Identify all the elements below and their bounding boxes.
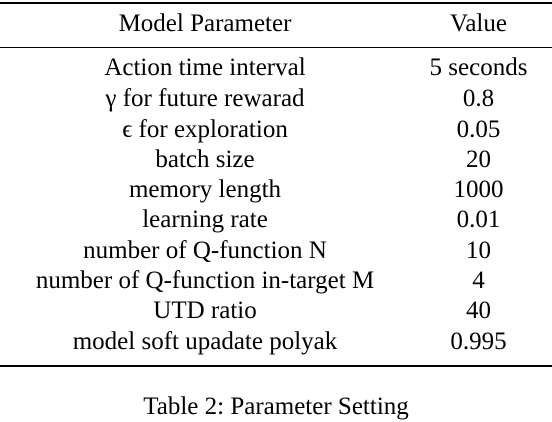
value-cell: 0.01 bbox=[456, 206, 501, 233]
value-cell: 10 bbox=[466, 237, 491, 264]
table-row: UTD ratio 40 bbox=[0, 296, 552, 326]
value-cell: 1000 bbox=[453, 176, 504, 203]
table-row: γ for future rewarad 0.8 bbox=[0, 84, 552, 114]
table-row: number of Q-function N 10 bbox=[0, 236, 552, 266]
table-row: ϵ for exploration 0.05 bbox=[0, 115, 552, 145]
header-model-parameter: Model Parameter bbox=[118, 10, 292, 37]
table-row: Action time interval 5 seconds bbox=[0, 53, 552, 83]
value-cell: 20 bbox=[466, 146, 491, 173]
value-cell: 0.995 bbox=[450, 328, 507, 355]
table-top-rule bbox=[0, 2, 552, 4]
param-cell: memory length bbox=[128, 176, 282, 203]
table-row: model soft upadate polyak 0.995 bbox=[0, 327, 552, 357]
value-cell: 4 bbox=[472, 267, 485, 294]
param-cell: ϵ for exploration bbox=[122, 116, 288, 143]
param-cell: learning rate bbox=[142, 206, 268, 233]
value-cell: 40 bbox=[466, 297, 491, 324]
param-cell: Action time interval bbox=[104, 54, 306, 81]
param-cell: model soft upadate polyak bbox=[72, 328, 338, 355]
param-cell: UTD ratio bbox=[153, 297, 257, 324]
table-row: number of Q-function in-target M 4 bbox=[0, 266, 552, 296]
table-row: batch size 20 bbox=[0, 145, 552, 175]
table-row: learning rate 0.01 bbox=[0, 205, 552, 235]
value-cell: 5 seconds bbox=[429, 54, 528, 81]
param-cell: number of Q-function N bbox=[83, 237, 327, 264]
header-value: Value bbox=[450, 10, 507, 37]
param-cell: number of Q-function in-target M bbox=[35, 267, 375, 294]
param-cell: γ for future rewarad bbox=[105, 85, 305, 112]
table-header-rule bbox=[0, 47, 552, 48]
value-cell: 0.8 bbox=[462, 85, 495, 112]
param-cell: batch size bbox=[155, 146, 255, 173]
table-bottom-rule bbox=[0, 365, 552, 367]
value-cell: 0.05 bbox=[456, 116, 501, 143]
table-header-row: Model Parameter Value bbox=[0, 9, 552, 39]
table-caption: Table 2: Parameter Setting bbox=[143, 393, 409, 420]
table-row: memory length 1000 bbox=[0, 175, 552, 205]
